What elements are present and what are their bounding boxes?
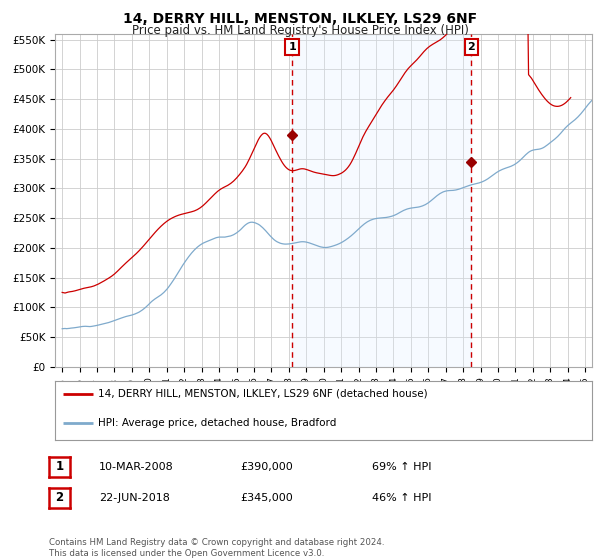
Text: £390,000: £390,000 [240,462,293,472]
Text: Price paid vs. HM Land Registry's House Price Index (HPI): Price paid vs. HM Land Registry's House … [131,24,469,36]
Bar [292,34,472,367]
Text: 14, DERRY HILL, MENSTON, ILKLEY, LS29 6NF: 14, DERRY HILL, MENSTON, ILKLEY, LS29 6N… [123,12,477,26]
Text: £345,000: £345,000 [240,493,293,503]
Text: Contains HM Land Registry data © Crown copyright and database right 2024.
This d: Contains HM Land Registry data © Crown c… [49,538,385,558]
Text: 46% ↑ HPI: 46% ↑ HPI [372,493,431,503]
Text: 2: 2 [467,42,475,52]
Text: 2: 2 [55,491,64,504]
Text: 22-JUN-2018: 22-JUN-2018 [99,493,170,503]
Text: 1: 1 [55,460,64,473]
Text: 14, DERRY HILL, MENSTON, ILKLEY, LS29 6NF (detached house): 14, DERRY HILL, MENSTON, ILKLEY, LS29 6N… [98,389,428,399]
Text: 10-MAR-2008: 10-MAR-2008 [99,462,174,472]
Text: 1: 1 [288,42,296,52]
Text: 69% ↑ HPI: 69% ↑ HPI [372,462,431,472]
Text: HPI: Average price, detached house, Bradford: HPI: Average price, detached house, Brad… [98,418,337,428]
